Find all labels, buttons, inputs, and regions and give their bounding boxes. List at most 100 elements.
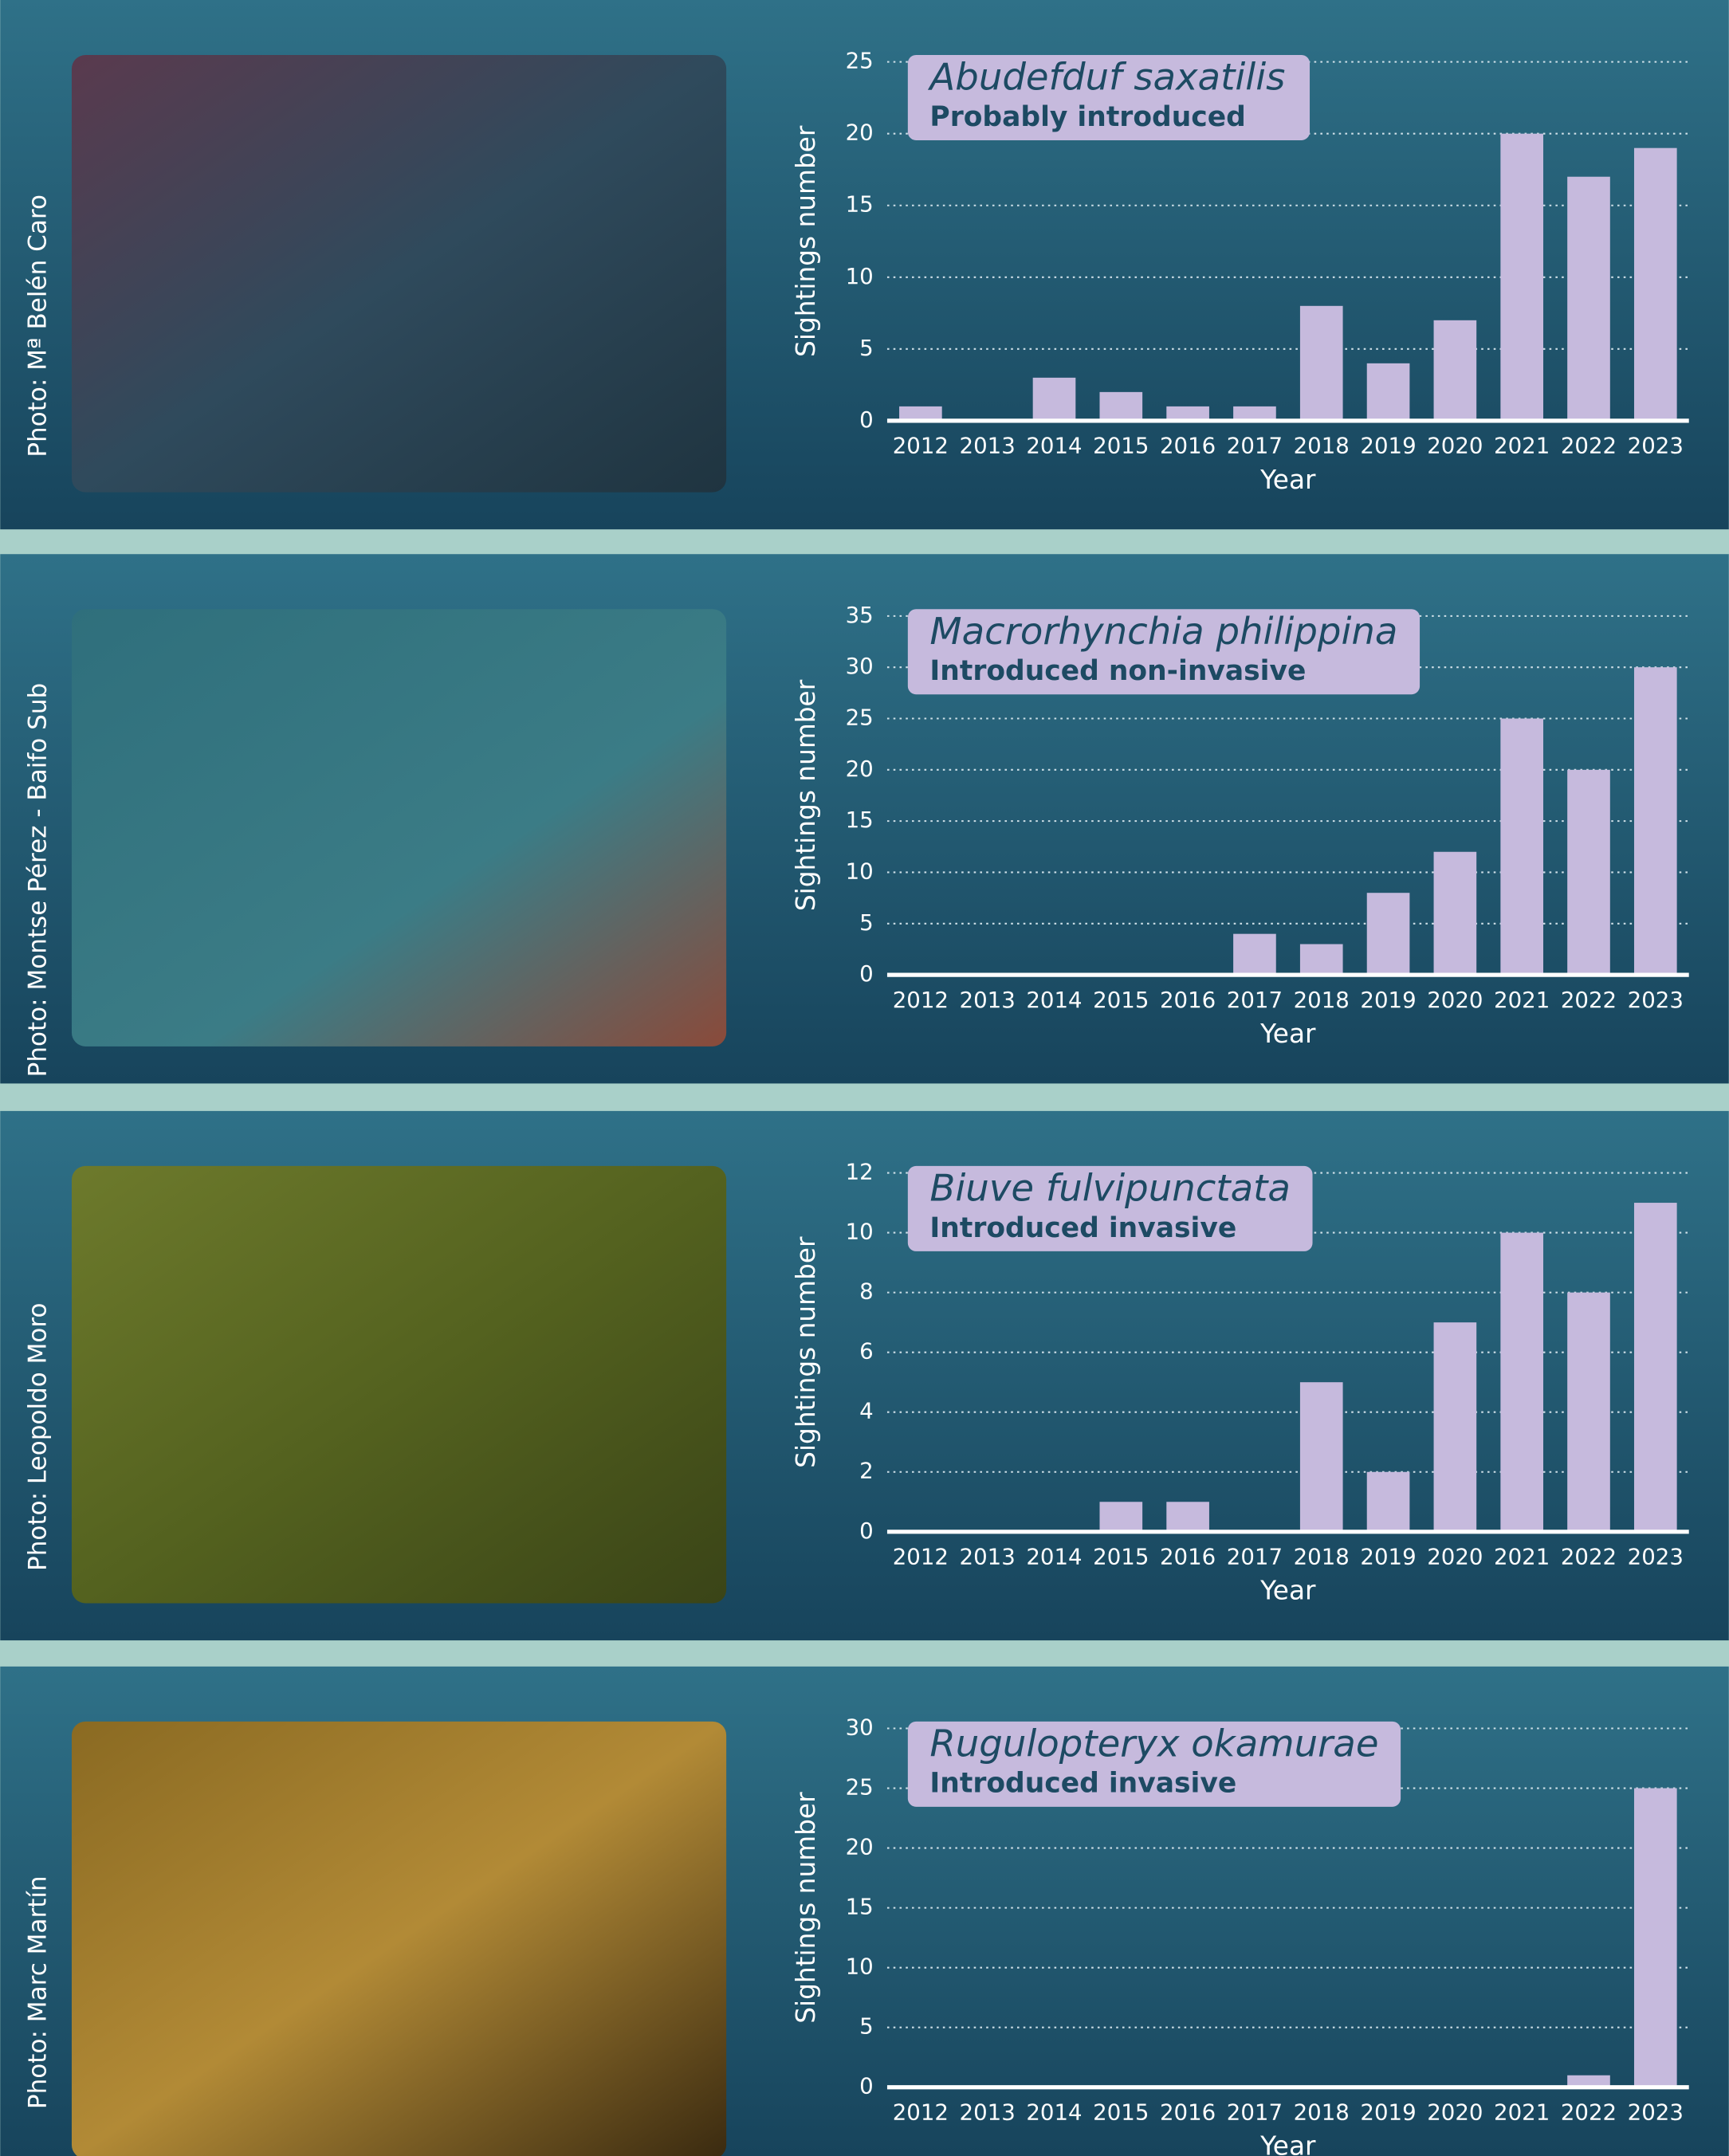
y-tick-label: 25 (846, 1774, 874, 1801)
bar (1500, 718, 1544, 976)
status-label: Introduced invasive (929, 1212, 1236, 1244)
y-tick-label: 4 (859, 1398, 874, 1424)
x-tick-label: 2020 (1427, 2099, 1483, 2126)
y-tick-label: 15 (846, 191, 874, 218)
bar (1567, 2075, 1610, 2087)
x-tick-label: 2023 (1628, 987, 1684, 1013)
status-label: Introduced non-invasive (929, 655, 1306, 687)
species-name: Biuve fulvipunctata (929, 1166, 1290, 1209)
species-panel: Photo: Mª Belén Caro 0 5 10 15 20 25 2012 2013 20… (0, 0, 1729, 530)
y-tick-label: 15 (846, 1894, 874, 1920)
photo-credit: Photo: Marc Martín (24, 1875, 53, 2109)
y-tick-label: 30 (846, 1714, 874, 1740)
species-photo (71, 1721, 727, 2156)
bar (1433, 320, 1477, 421)
y-tick-label: 10 (846, 1219, 874, 1245)
x-tick-label: 2016 (1160, 987, 1216, 1013)
x-tick-label: 2018 (1294, 987, 1350, 1013)
bar (1233, 406, 1276, 421)
x-axis-title: Year (1259, 465, 1316, 495)
x-tick-label: 2019 (1360, 2099, 1416, 2126)
y-tick-label: 30 (846, 653, 874, 679)
x-tick-label: 2022 (1561, 1544, 1617, 1570)
y-tick-label: 0 (859, 406, 874, 433)
x-tick-label: 2014 (1026, 433, 1082, 459)
x-tick-label: 2014 (1026, 1544, 1082, 1570)
species-panel: Photo: Leopoldo Moro 0 2 4 6 8 10 12 2012 2013 201… (0, 1110, 1729, 1641)
bar (1233, 933, 1276, 976)
y-tick-label: 20 (846, 1834, 874, 1860)
y-tick-label: 2 (859, 1458, 874, 1484)
species-photo (71, 1165, 727, 1604)
y-tick-label: 12 (846, 1159, 874, 1185)
y-tick-label: 15 (846, 807, 874, 833)
photo-credit: Photo: Leopoldo Moro (24, 1303, 53, 1572)
x-tick-label: 2020 (1427, 433, 1483, 459)
x-tick-label: 2014 (1026, 2099, 1082, 2126)
y-tick-label: 20 (846, 756, 874, 782)
x-tick-label: 2014 (1026, 987, 1082, 1013)
x-tick-label: 2018 (1294, 433, 1350, 459)
bar (1500, 1232, 1544, 1532)
y-tick-label: 6 (859, 1338, 874, 1365)
species-name: Rugulopteryx okamurae (929, 1722, 1378, 1765)
y-axis-title: Sightings number (791, 125, 821, 357)
y-tick-label: 25 (846, 48, 874, 74)
x-tick-label: 2022 (1561, 987, 1617, 1013)
y-tick-label: 35 (846, 602, 874, 628)
x-tick-label: 2015 (1093, 433, 1149, 459)
bar (1433, 1322, 1477, 1532)
bar (1299, 1382, 1343, 1532)
bar (1099, 1502, 1143, 1532)
x-tick-label: 2023 (1628, 1544, 1684, 1570)
title-box (907, 609, 1421, 695)
species-panel: Photo: Montse Pérez - Baifo Sub 051015202… (0, 554, 1729, 1084)
x-axis-title: Year (1259, 1576, 1316, 1606)
x-tick-label: 2013 (960, 433, 1016, 459)
bar (1166, 1502, 1209, 1532)
x-tick-label: 2013 (960, 1544, 1016, 1570)
x-tick-label: 2016 (1160, 2099, 1216, 2126)
x-tick-label: 2021 (1494, 433, 1550, 459)
x-tick-label: 2020 (1427, 1544, 1483, 1570)
y-tick-label: 10 (846, 263, 874, 289)
y-axis-title: Sightings number (791, 1236, 821, 1468)
bar (1366, 363, 1410, 421)
bar (1633, 667, 1677, 976)
x-tick-label: 2013 (960, 987, 1016, 1013)
bar (1166, 406, 1209, 421)
y-tick-label: 0 (859, 960, 874, 987)
x-tick-label: 2019 (1360, 1544, 1416, 1570)
x-tick-label: 2017 (1227, 1544, 1283, 1570)
bar (1633, 1788, 1677, 2087)
y-tick-label: 25 (846, 705, 874, 731)
y-tick-label: 8 (859, 1278, 874, 1305)
bar (1567, 176, 1610, 421)
x-axis-title: Year (1259, 1019, 1316, 1049)
species-photo (71, 55, 727, 493)
bar (1366, 893, 1410, 976)
x-tick-label: 2017 (1227, 433, 1283, 459)
x-tick-label: 2015 (1093, 987, 1149, 1013)
title-box (907, 55, 1311, 140)
x-tick-label: 2018 (1294, 1544, 1350, 1570)
x-tick-label: 2022 (1561, 2099, 1617, 2126)
bar (899, 406, 942, 421)
x-tick-label: 2015 (1093, 2099, 1149, 2126)
x-axis-title: Year (1259, 2131, 1316, 2156)
photo-credit: Photo: Mª Belén Caro (24, 194, 53, 458)
x-tick-label: 2021 (1494, 2099, 1550, 2126)
bar (1567, 769, 1610, 976)
bar (1299, 944, 1343, 976)
x-tick-label: 2012 (893, 1544, 949, 1570)
x-tick-label: 2018 (1294, 2099, 1350, 2126)
title-box (907, 1165, 1313, 1251)
x-tick-label: 2019 (1360, 433, 1416, 459)
bar (1299, 305, 1343, 421)
x-tick-label: 2016 (1160, 433, 1216, 459)
bar (1366, 1471, 1410, 1532)
x-tick-label: 2013 (960, 2099, 1016, 2126)
x-tick-label: 2015 (1093, 1544, 1149, 1570)
species-name: Macrorhynchia philippina (929, 610, 1397, 653)
